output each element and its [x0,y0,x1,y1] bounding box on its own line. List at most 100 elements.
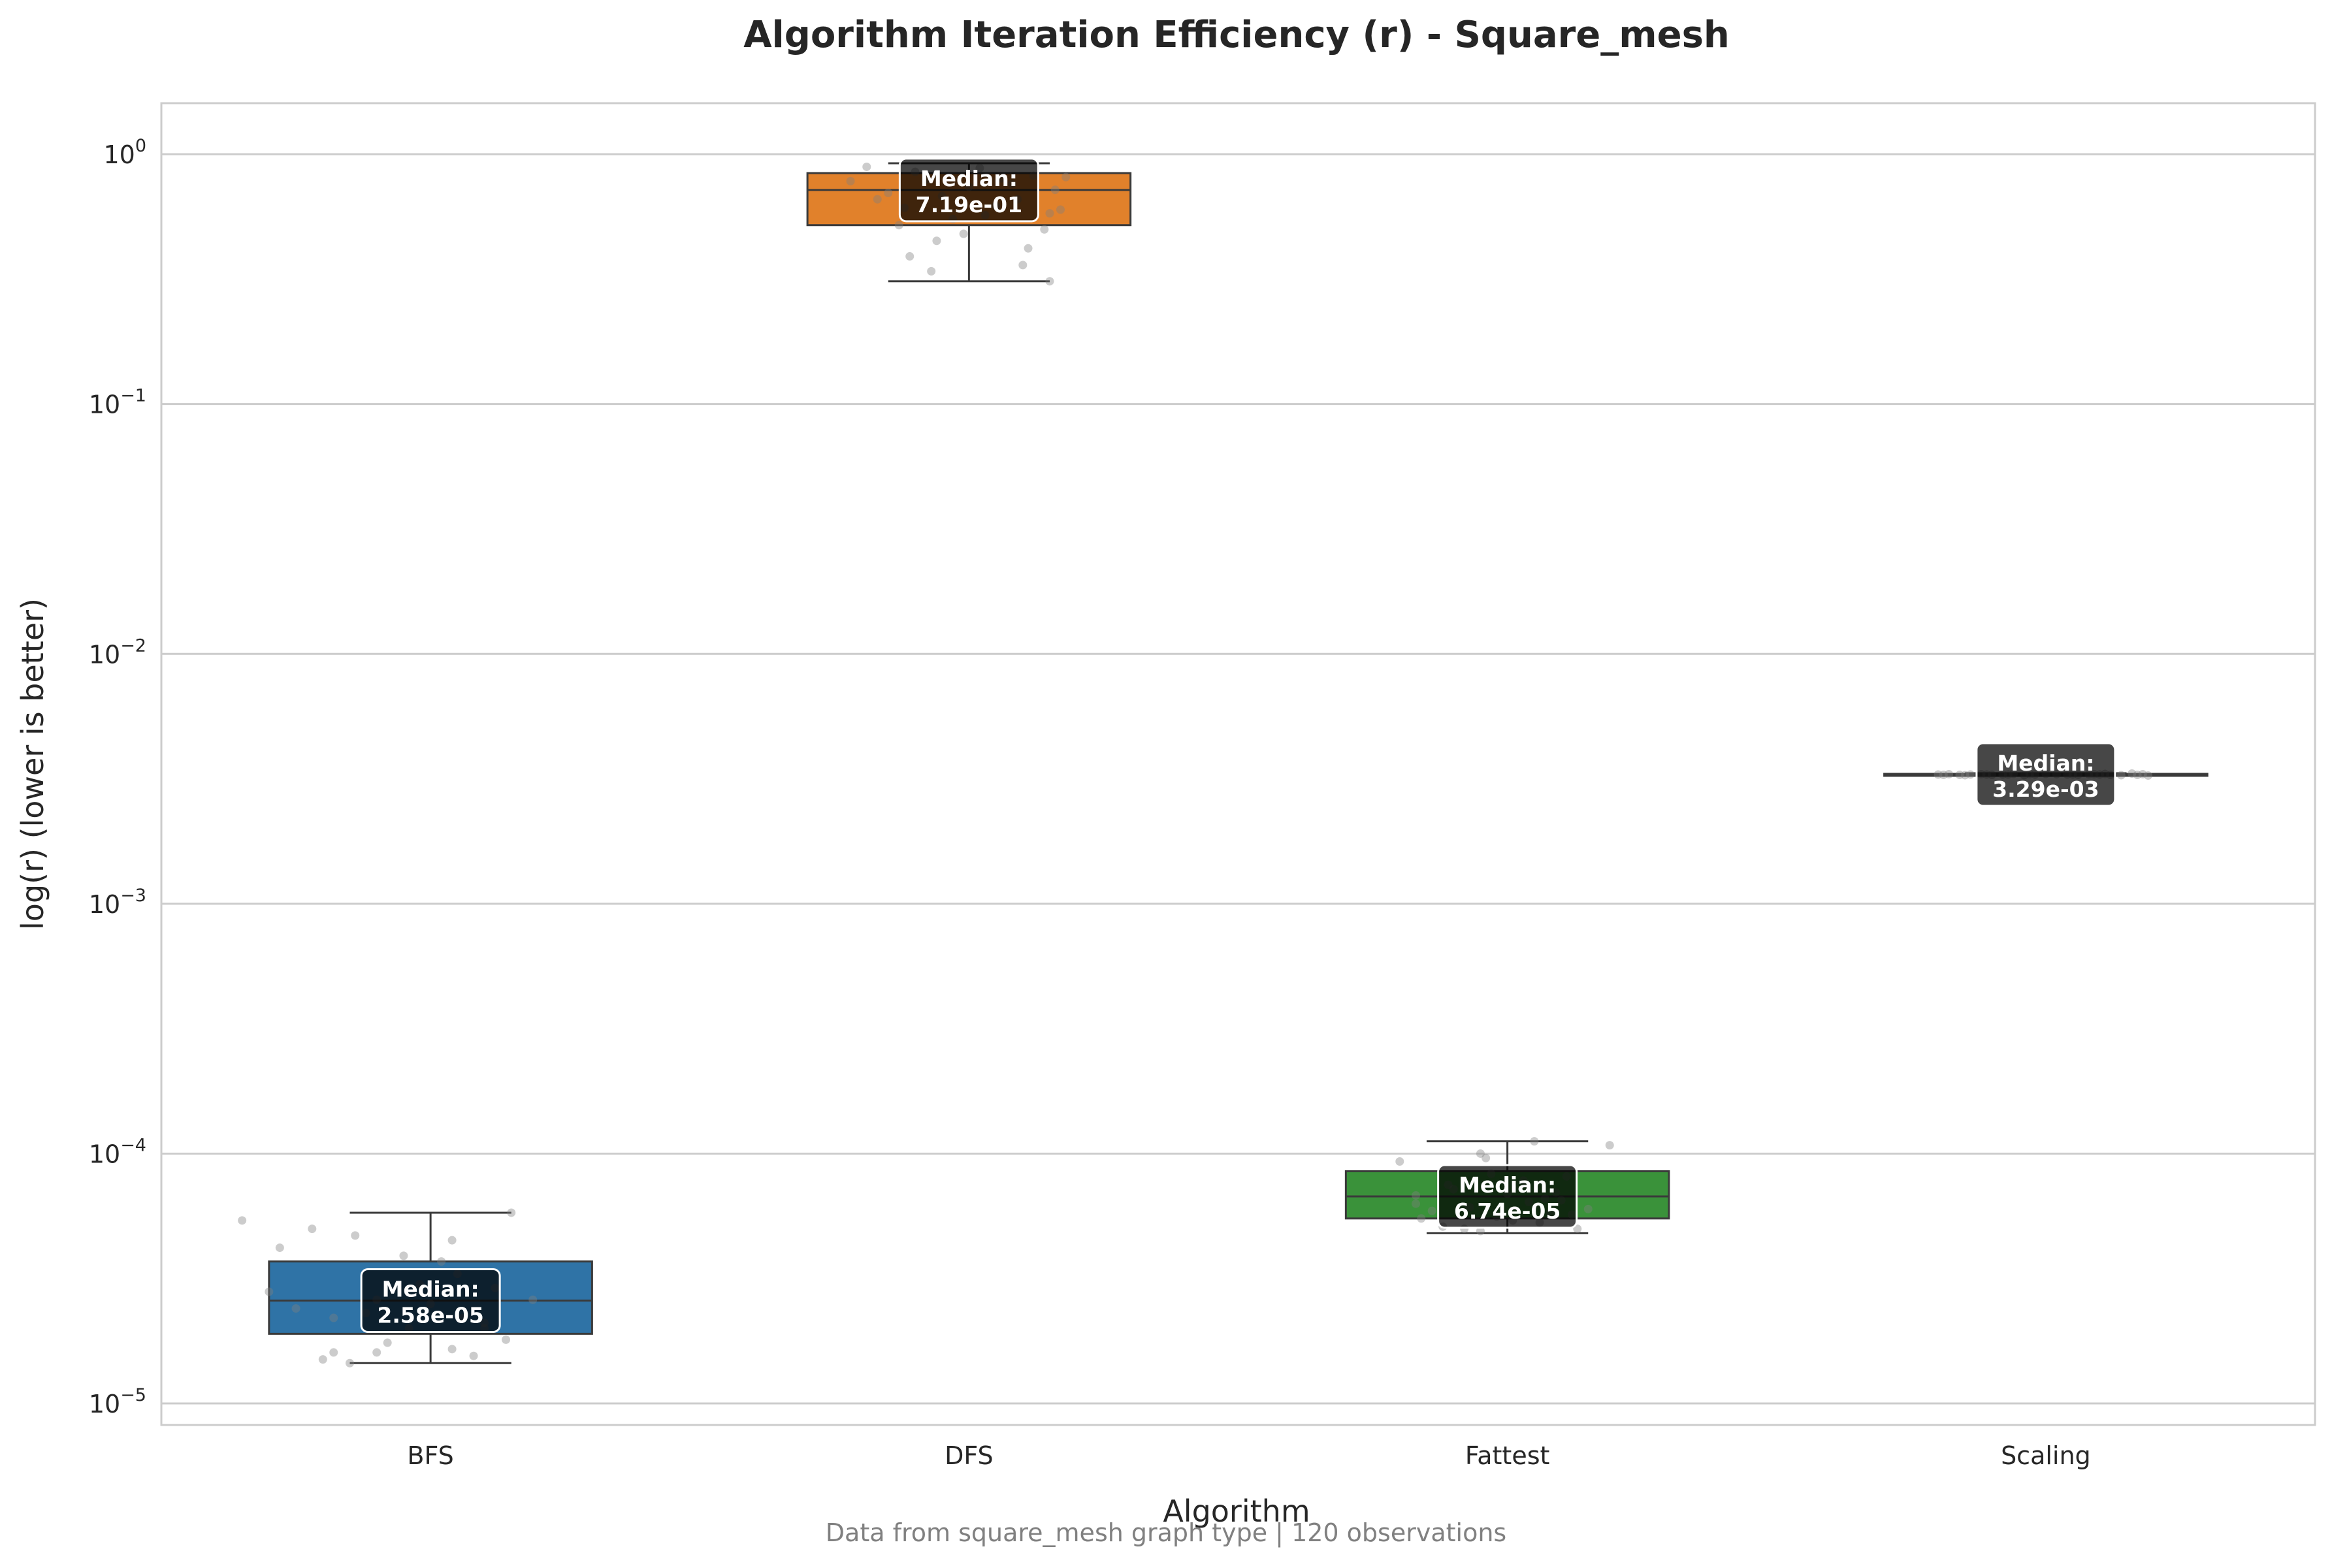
data-point [959,229,968,238]
median-label-title: Median: [920,166,1018,191]
data-point [1412,1191,1421,1200]
data-point [372,1348,381,1357]
data-point [447,1345,457,1354]
y-tick-exponent: −5 [120,1385,146,1405]
data-point [1476,1149,1485,1158]
data-point [1945,769,1954,778]
median-label-title: Median: [1459,1172,1556,1198]
median-label-dfs: Median:7.19e-01 [898,157,1039,223]
median-label-bfs: Median:2.58e-05 [360,1268,501,1334]
data-point [1955,770,1964,779]
data-point [502,1335,511,1344]
data-point [1045,209,1054,218]
x-tick-label: Fattest [1465,1441,1550,1470]
data-point [1018,261,1028,270]
y-tick-exponent: 0 [135,136,146,156]
median-label-box [1975,742,2116,807]
y-tick-exponent: −1 [120,386,146,406]
x-tick-label: Scaling [2001,1441,2091,1470]
data-point [862,162,871,171]
data-point [1934,770,1943,779]
data-point [2133,770,2142,779]
data-point [1412,1199,1421,1208]
median-label-box [1437,1164,1578,1229]
median-labels: Median:2.58e-05Median:7.19e-01Median:6.7… [360,157,2116,1334]
data-point [2138,769,2147,778]
data-point [1966,770,1975,779]
y-tick-base: 10 [89,391,120,419]
data-point [884,188,893,197]
data-point [1427,1206,1436,1215]
median-label-value: 3.29e-03 [1992,776,2099,802]
data-point [1573,1224,1582,1234]
y-tick-label: 10−4 [89,1135,146,1168]
data-point [1476,1226,1485,1236]
data-point [383,1338,392,1347]
data-point [1056,205,1065,214]
y-tick-label: 100 [103,136,146,169]
footer-note: Data from square_mesh graph type | 120 o… [826,1518,1506,1548]
data-point [905,252,915,261]
data-point [1050,185,1060,195]
data-point [1045,277,1054,286]
median-label-title: Median: [382,1277,479,1302]
grid-lines [161,153,2315,1405]
median-label-title: Median: [1997,750,2094,776]
data-point [351,1231,360,1240]
data-point [894,221,903,230]
y-tick-exponent: −2 [120,635,146,656]
data-point [1395,1157,1404,1166]
y-tick-exponent: −4 [120,1135,146,1155]
data-point [927,266,936,276]
data-point [437,1257,446,1266]
y-tick-base: 10 [89,1390,120,1418]
data-point [1939,770,1948,779]
median-label-value: 7.19e-01 [916,192,1022,217]
data-point [1024,244,1033,253]
x-tick-label: BFS [407,1441,453,1470]
x-tick-label: DFS [945,1441,994,1470]
y-axis-label: log(r) (lower is better) [15,598,50,930]
data-point [1040,225,1049,234]
y-tick-label: 10−2 [89,635,146,669]
median-label-fattest: Median:6.74e-05 [1437,1164,1578,1229]
y-tick-label: 10−5 [89,1385,146,1418]
chart-title: Algorithm Iteration Efficiency (r) - Squ… [743,14,1730,56]
data-point [846,176,855,185]
y-tick-base: 10 [89,640,120,669]
data-point [447,1236,457,1245]
data-point [2128,769,2137,778]
median-label-box [898,157,1039,223]
data-point [275,1243,284,1253]
x-tick-labels: BFS DFS Fattest Scaling [407,1441,2090,1470]
y-tick-base: 10 [103,140,135,169]
data-point [1583,1204,1593,1213]
data-point [308,1224,317,1234]
data-point [318,1355,327,1364]
median-label-box [360,1268,501,1334]
y-tick-base: 10 [89,1140,120,1168]
y-tick-label: 10−3 [89,886,146,919]
data-point [469,1351,478,1360]
data-point [291,1304,300,1313]
plot-frame [160,102,2316,1426]
data-point [329,1348,338,1357]
y-tick-base: 10 [89,890,120,919]
data-point [265,1287,274,1296]
data-point [399,1251,408,1260]
data-point [873,195,882,204]
data-point [1417,1214,1426,1223]
data-point [507,1208,516,1217]
data-point [2143,771,2152,780]
data-point [345,1358,354,1368]
y-tick-label: 10−1 [89,386,146,419]
y-tick-exponent: −3 [120,886,146,906]
median-label-value: 2.58e-05 [377,1303,483,1328]
data-point [528,1295,538,1304]
median-label-value: 6.74e-05 [1454,1198,1561,1224]
data-point [1530,1137,1539,1146]
data-point [1061,172,1071,182]
data-point [1960,771,1969,780]
